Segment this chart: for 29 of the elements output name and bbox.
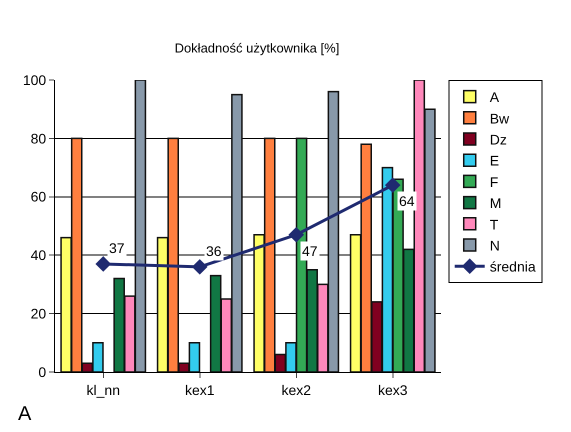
data-label: 47 [302, 243, 318, 259]
point [95, 256, 112, 272]
y-tick-label: 60 [30, 188, 46, 205]
x-tick-label: kl_nn [86, 382, 120, 398]
y-tick-label: 100 [22, 72, 46, 88]
data-label: 37 [109, 240, 125, 256]
legend-label: średnia [490, 258, 536, 275]
x-tick-label: kex2 [281, 382, 312, 398]
legend-label: T [490, 216, 499, 232]
x-tick-label: kex3 [378, 382, 408, 398]
text: A [18, 403, 32, 425]
legend-label: E [490, 152, 500, 169]
chart-title: Dokładność użytkownika [%] [174, 40, 340, 56]
legend-label: Bw [490, 110, 510, 126]
y-tick-label: 80 [30, 130, 46, 146]
legend-label: A [490, 89, 500, 106]
legend-label: M [490, 195, 502, 212]
y-tick-label: 20 [30, 306, 46, 322]
x-tick-label: kex1 [184, 382, 215, 398]
legend-label: F [490, 174, 498, 190]
legend-label: N [490, 237, 500, 254]
data-label: 64 [399, 193, 415, 209]
legend-label: Dz [490, 131, 507, 148]
y-tick-label: 0 [38, 364, 46, 380]
point [192, 259, 208, 275]
point [384, 177, 401, 193]
y-tick-label: 40 [30, 247, 46, 264]
data-label: 36 [206, 243, 222, 259]
point [288, 226, 304, 243]
